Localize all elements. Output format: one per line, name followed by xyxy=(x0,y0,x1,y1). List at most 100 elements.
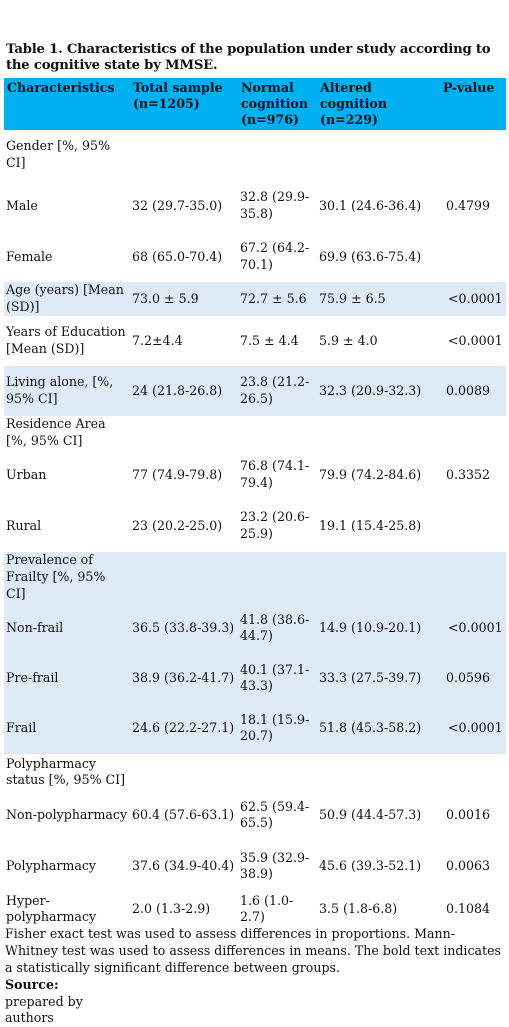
cell-characteristic: Living alone, [%, 95% CI] xyxy=(4,366,130,416)
cell-total-sample: 77 (74.9-79.8) xyxy=(132,466,223,482)
table-row: Age (years) [Mean (SD)] 73.0 ± 5.9 72.7 ± … xyxy=(4,282,506,316)
cell-characteristic: Urban xyxy=(6,466,47,482)
cell-total-sample: 36.5 (33.8-39.3) xyxy=(130,602,238,655)
header-characteristics: Characteristics xyxy=(4,78,130,130)
table-row: Frail 24.6 (22.2-27.1) 18.1 (15.9-20.7) 51.… xyxy=(4,702,506,755)
cell-total-sample: 2.0 (1.3-2.9) xyxy=(132,900,211,916)
table-row: Polypharmacy 37.6 (34.9-40.4) 35.9 (32.9-3… xyxy=(4,840,506,892)
cell-altered-cognition: 45.6 (39.3-52.1) xyxy=(319,857,422,873)
header-total-sample: Total sample (n=1205) xyxy=(130,78,238,130)
cell-normal-cognition: 23.2 (20.6-25.9) xyxy=(240,509,310,541)
cell-normal-cognition xyxy=(238,754,317,790)
cell-normal-cognition: 7.5 ± 4.4 xyxy=(240,332,299,348)
table-figure: Table 1. Characteristics of the populati… xyxy=(4,42,506,1027)
cell-total-sample: 73.0 ± 5.9 xyxy=(130,282,238,316)
cell-p-value: 0.0016 xyxy=(446,806,491,822)
cell-p-value: 0.0063 xyxy=(446,857,491,873)
cell-total-sample: 37.6 (34.9-40.4) xyxy=(132,857,235,873)
cell-normal-cognition: 40.1 (37.1-43.3) xyxy=(238,654,317,703)
cell-total-sample: 60.4 (57.6-63.1) xyxy=(132,806,235,822)
table-row: Male 32 (29.7-35.0) 32.8 (29.9-35.8) 30.1 (… xyxy=(4,180,506,232)
cell-total-sample: 38.9 (36.2-41.7) xyxy=(130,654,238,703)
cell-characteristic: Male xyxy=(6,197,38,213)
cell-p-value: <0.0001 xyxy=(440,702,506,755)
cell-normal-cognition xyxy=(238,416,317,450)
cell-total-sample xyxy=(130,416,238,450)
table-row: Non-frail 36.5 (33.8-39.3) 41.8 (38.6-44.7… xyxy=(4,602,506,655)
cell-normal-cognition: 23.8 (21.2-26.5) xyxy=(238,366,317,416)
cell-characteristic: Prevalence of Frailty [%, 95% CI] xyxy=(4,552,130,603)
cell-total-sample xyxy=(130,130,238,180)
cell-characteristic: Gender [%, 95% CI] xyxy=(6,138,111,170)
cell-altered-cognition: 50.9 (44.4-57.3) xyxy=(319,806,422,822)
cell-p-value: <0.0001 xyxy=(448,332,503,348)
cell-p-value xyxy=(440,500,506,552)
table-row: Female 68 (65.0-70.4) 67.2 (64.2-70.1) 69.9… xyxy=(4,232,506,282)
cell-characteristic: Years of Education [Mean (SD)] xyxy=(6,324,126,356)
cell-altered-cognition xyxy=(317,754,440,790)
table-row: Prevalence of Frailty [%, 95% CI] xyxy=(4,552,506,603)
header-altered-cognition: Altered cognition (n=229) xyxy=(317,78,440,130)
cell-characteristic: Frail xyxy=(4,702,130,755)
cell-characteristic: Polypharmacy xyxy=(6,857,97,873)
cell-characteristic: Non-frail xyxy=(4,602,130,655)
cell-normal-cognition: 18.1 (15.9-20.7) xyxy=(238,702,317,755)
cell-p-value: 0.0089 xyxy=(440,366,506,416)
cell-total-sample: 7.2±4.4 xyxy=(132,332,183,348)
cell-altered-cognition: 32.3 (20.9-32.3) xyxy=(317,366,440,416)
cell-characteristic: Age (years) [Mean (SD)] xyxy=(4,282,130,316)
cell-total-sample: 32 (29.7-35.0) xyxy=(132,197,223,213)
cell-altered-cognition: 33.3 (27.5-39.7) xyxy=(317,654,440,703)
table-row: Living alone, [%, 95% CI] 24 (21.8-26.8) 2… xyxy=(4,366,506,416)
cell-altered-cognition: 14.9 (10.9-20.1) xyxy=(317,602,440,655)
characteristics-table: Characteristics Total sample (n=1205) No… xyxy=(4,78,506,926)
cell-characteristic: Hyper-polypharmacy xyxy=(6,892,97,925)
table-row: Polypharmacy status [%, 95% CI] xyxy=(4,754,506,790)
cell-normal-cognition: 32.8 (29.9-35.8) xyxy=(240,189,310,221)
cell-characteristic: Pre-frail xyxy=(4,654,130,703)
cell-altered-cognition: 19.1 (15.4-25.8) xyxy=(319,517,422,533)
table-body: Gender [%, 95% CI] Male 32 (29.7-35.0) 32.8… xyxy=(4,130,506,926)
cell-p-value: 0.3352 xyxy=(446,466,491,482)
table-row: Hyper-polypharmacy 2.0 (1.3-2.9) 1.6 (1.0-… xyxy=(4,892,506,926)
table-row: Pre-frail 38.9 (36.2-41.7) 40.1 (37.1-43.3… xyxy=(4,654,506,703)
cell-normal-cognition xyxy=(238,130,317,180)
cell-p-value: <0.0001 xyxy=(440,282,506,316)
cell-characteristic: Polypharmacy status [%, 95% CI] xyxy=(6,755,126,788)
cell-p-value: 0.1084 xyxy=(446,900,491,916)
cell-p-value xyxy=(440,754,506,790)
cell-altered-cognition: 51.8 (45.3-58.2) xyxy=(317,702,440,755)
cell-normal-cognition xyxy=(238,552,317,603)
cell-total-sample: 24.6 (22.2-27.1) xyxy=(130,702,238,755)
cell-p-value xyxy=(440,416,506,450)
cell-p-value xyxy=(440,232,506,282)
cell-altered-cognition: 69.9 (63.6-75.4) xyxy=(319,248,422,264)
cell-total-sample: 23 (20.2-25.0) xyxy=(132,517,223,533)
cell-altered-cognition xyxy=(317,552,440,603)
cell-characteristic: Residence Area [%, 95% CI] xyxy=(6,416,106,448)
cell-p-value: 0.4799 xyxy=(446,197,491,213)
cell-total-sample: 68 (65.0-70.4) xyxy=(132,248,223,264)
cell-altered-cognition: 79.9 (74.2-84.6) xyxy=(319,466,422,482)
source-note: Source: prepared by authors xyxy=(5,977,506,1027)
cell-altered-cognition: 5.9 ± 4.0 xyxy=(319,332,378,348)
table-footnote: Fisher exact test was used to assess dif… xyxy=(5,926,501,975)
cell-p-value xyxy=(440,130,506,180)
cell-altered-cognition: 75.9 ± 6.5 xyxy=(317,282,440,316)
cell-altered-cognition: 30.1 (24.6-36.4) xyxy=(319,197,422,213)
table-row: Urban 77 (74.9-79.8) 76.8 (74.1-79.4) 79.9 … xyxy=(4,450,506,500)
table-header-row: Characteristics Total sample (n=1205) No… xyxy=(4,78,506,130)
header-p-value: P-value xyxy=(440,78,506,130)
cell-normal-cognition: 1.6 (1.0-2.7) xyxy=(240,892,294,925)
cell-normal-cognition: 76.8 (74.1-79.4) xyxy=(240,458,310,490)
cell-altered-cognition xyxy=(317,130,440,180)
cell-normal-cognition: 72.7 ± 5.6 xyxy=(238,282,317,316)
cell-characteristic: Rural xyxy=(6,517,42,533)
cell-total-sample xyxy=(130,754,238,790)
table-row: Years of Education [Mean (SD)] 7.2±4.4 7.5… xyxy=(4,316,506,366)
cell-normal-cognition: 62.5 (59.4-65.5) xyxy=(240,798,310,831)
table-row: Residence Area [%, 95% CI] xyxy=(4,416,506,450)
source-text: prepared by authors xyxy=(5,993,83,1026)
cell-altered-cognition: 3.5 (1.8-6.8) xyxy=(319,900,398,916)
cell-total-sample: 24 (21.8-26.8) xyxy=(130,366,238,416)
